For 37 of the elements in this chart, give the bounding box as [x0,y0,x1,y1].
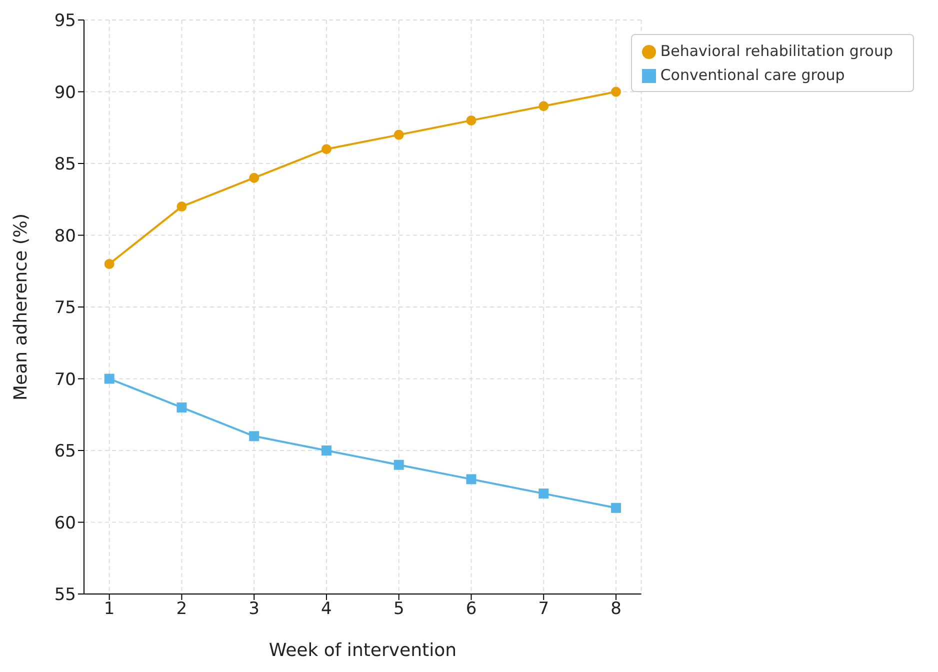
point [176,402,187,412]
point [394,460,404,470]
point [321,144,332,154]
y-tick-label: 60 [54,513,76,534]
point [249,172,260,183]
x-tick-label: 5 [393,599,404,620]
point [249,431,260,442]
point [610,502,621,513]
y-tick-label: 55 [54,585,76,606]
y-tick-label: 90 [54,82,76,103]
point [394,130,404,140]
y-tick-label: 85 [54,154,76,175]
x-tick-label: 1 [104,599,115,620]
point [610,86,621,97]
legend-label: Conventional care group [660,66,845,84]
y-tick-label: 70 [54,370,76,390]
point [104,258,114,269]
point [321,446,332,456]
y-tick-label: 80 [54,226,76,246]
y-axis-title: Mean adherence (%) [10,213,32,401]
legend-label: Behavioral rehabilitation group [660,42,893,60]
point [466,115,476,126]
point [176,202,187,212]
x-tick-label: 4 [321,599,332,620]
y-tick-label: 65 [54,442,76,462]
x-tick-label: 2 [176,599,188,620]
x-axis-title: Week of intervention [268,640,456,661]
x-tick-label: 8 [610,599,622,620]
point [538,488,549,499]
x-tick-label: 7 [538,599,550,620]
x-tick-label: 6 [466,599,477,620]
x-tick-label: 3 [248,599,260,620]
y-tick-label: 75 [54,298,76,318]
point [538,101,549,112]
point [104,374,114,384]
point [466,474,476,484]
y-tick-label: 95 [54,11,76,32]
